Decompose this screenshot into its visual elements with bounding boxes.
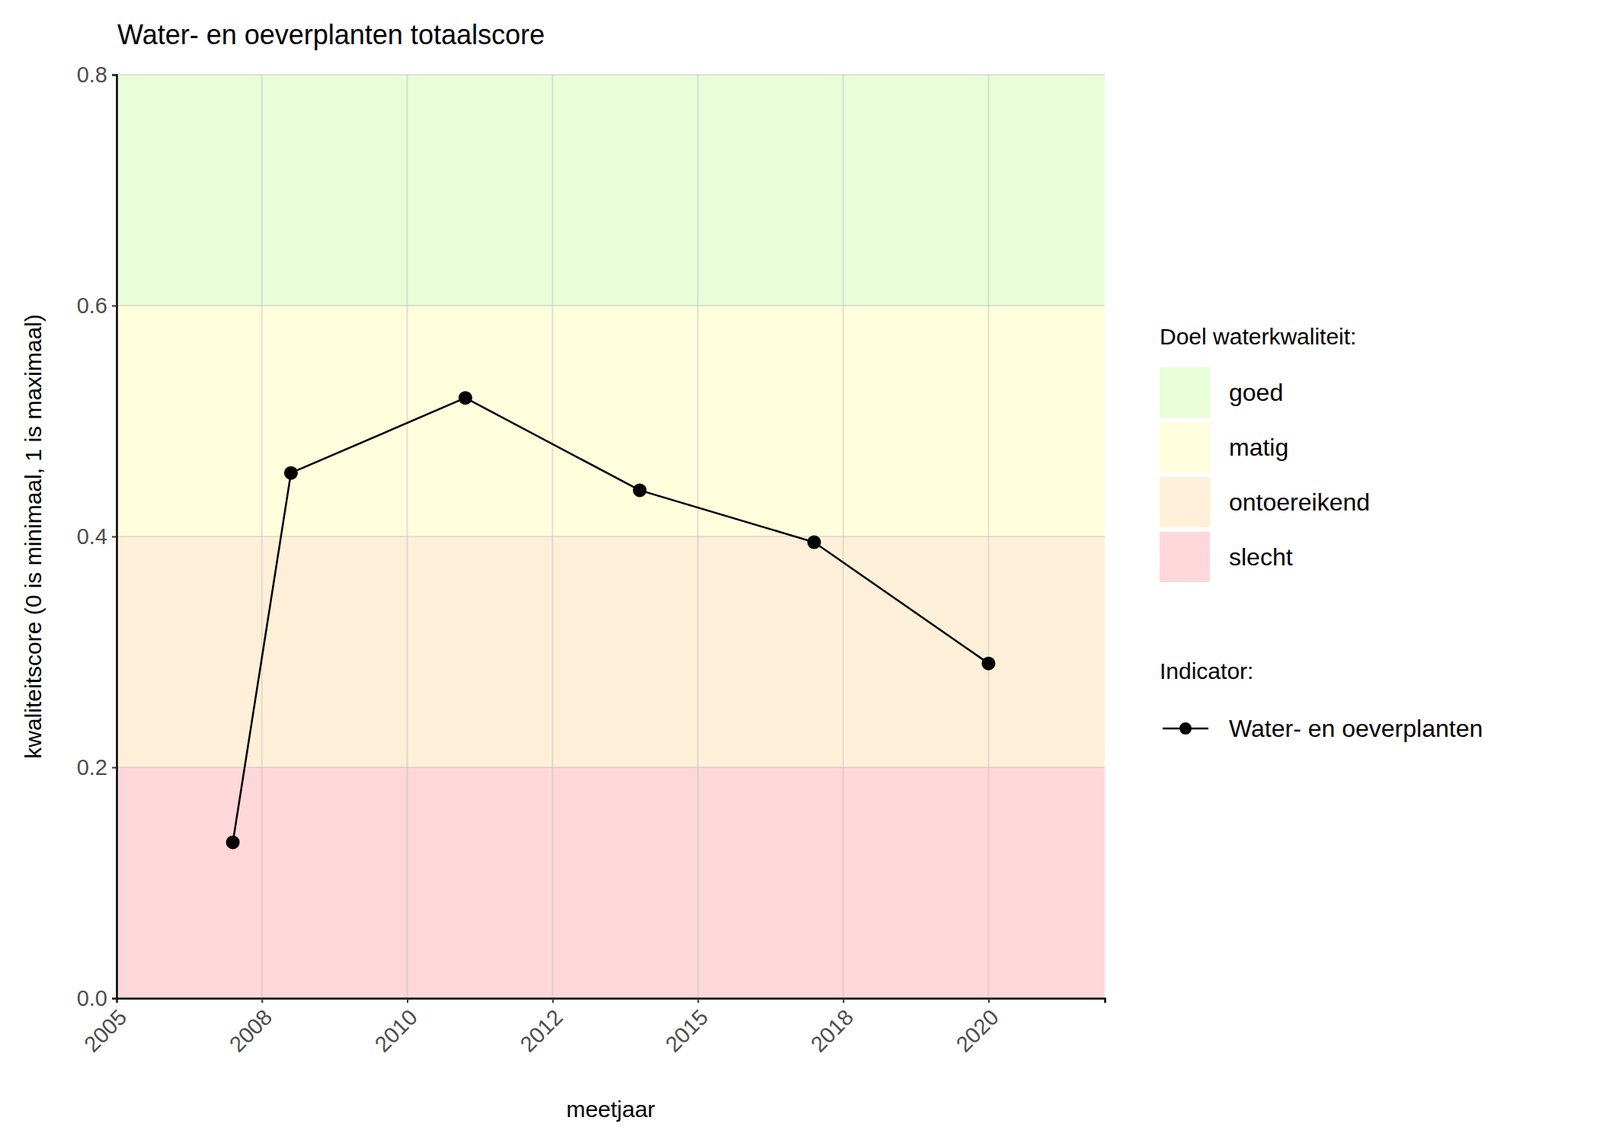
- grid-line: [551, 74, 554, 999]
- quality-band: [116, 536, 1105, 768]
- data-point: [807, 535, 822, 550]
- legend-label: goed: [1228, 378, 1284, 407]
- legend-label: slecht: [1228, 543, 1293, 571]
- y-tick-mark: [112, 536, 117, 538]
- x-tick-mark: [988, 998, 990, 1003]
- x-tick: 2015: [660, 998, 713, 1057]
- x-tick-label: 2012: [515, 1004, 567, 1057]
- legend-swatch: [1159, 531, 1210, 583]
- y-tick: 0.8: [76, 62, 117, 87]
- quality-band: [116, 305, 1105, 537]
- legend-title: Indicator:: [1159, 658, 1254, 684]
- y-tick-mark: [112, 767, 117, 769]
- grid-line: [261, 74, 263, 999]
- y-axis: 0.0 0.2 0.4 0.6 0.8: [76, 62, 118, 1011]
- grid-line: [116, 304, 1105, 307]
- legend: Doel waterkwaliteit: goed matig ontoereiken…: [1159, 323, 1483, 743]
- data-point: [981, 656, 996, 671]
- y-tick-label: 0.0: [76, 985, 108, 1011]
- grid-line: [116, 766, 1105, 768]
- grid-line: [987, 74, 989, 999]
- y-tick-label: 0.6: [76, 293, 108, 318]
- data-point: [284, 466, 298, 480]
- bands: [116, 74, 1105, 999]
- y-axis-line: [112, 75, 118, 999]
- grid-line: [116, 73, 1105, 76]
- legend-swatch: [1159, 367, 1210, 418]
- x-tick-label: 2020: [951, 1004, 1004, 1057]
- data-point: [226, 835, 240, 849]
- grid-line: [406, 74, 408, 999]
- legend-label: ontoereikend: [1228, 488, 1370, 516]
- x-tick-label: 2018: [806, 1004, 858, 1057]
- chart: 2005 2008 2010 2012 2015 2018 2020 0.0 0.2 0.4 0.6…: [0, 0, 1600, 1143]
- x-tick: 2018: [806, 998, 858, 1057]
- x-tick-label: 2005: [79, 1004, 132, 1057]
- x-tick: 2008: [224, 998, 277, 1057]
- y-tick: 0.0: [76, 985, 117, 1011]
- x-tick: 2010: [370, 998, 423, 1057]
- x-tick-label: 2008: [224, 1004, 277, 1057]
- x-tick-mark: [261, 998, 263, 1003]
- x-tick-mark: [842, 998, 845, 1003]
- y-tick-mark: [112, 305, 117, 308]
- grid-line: [697, 74, 699, 999]
- x-tick-mark: [552, 998, 554, 1003]
- x-tick-mark: [406, 998, 409, 1003]
- y-tick: 0.6: [76, 293, 117, 318]
- quality-band: [116, 74, 1105, 306]
- legend-title: Doel waterkwaliteit:: [1159, 323, 1357, 349]
- plot-data: [226, 390, 996, 849]
- x-tick-label: 2015: [660, 1004, 713, 1057]
- data-point: [458, 390, 473, 405]
- grid: [116, 74, 1105, 999]
- grid-line: [116, 535, 1105, 538]
- y-tick: 0.4: [76, 524, 117, 549]
- x-tick: 2012: [515, 998, 567, 1057]
- x-tick-label: 2010: [370, 1004, 423, 1057]
- x-axis: 2005 2008 2010 2012 2015 2018 2020: [79, 998, 1105, 1057]
- title: Water- en oeverplanten totaalscore: [117, 19, 545, 51]
- x-axis-title: meetjaar: [566, 1096, 656, 1122]
- y-tick-label: 0.8: [76, 62, 108, 87]
- y-tick-mark: [112, 998, 117, 1000]
- legend-marker: [1179, 722, 1192, 735]
- quality-band: [116, 767, 1105, 999]
- series-line: [233, 397, 989, 842]
- y-tick-label: 0.2: [76, 755, 108, 780]
- legend-swatch: [1159, 422, 1210, 473]
- y-tick-mark: [112, 74, 117, 77]
- y-axis-title: kwaliteitscore (0 is minimaal, 1 is maxi…: [20, 313, 46, 759]
- legend-label: matig: [1228, 433, 1289, 461]
- data-point: [633, 483, 647, 497]
- legend-swatch: [1159, 476, 1210, 528]
- x-tick: 2020: [951, 998, 1004, 1057]
- legend-label: Water- en oeverplanten: [1228, 714, 1483, 743]
- grid-line: [842, 74, 845, 999]
- y-tick-label: 0.4: [76, 524, 108, 549]
- x-axis-line: [117, 998, 1106, 1004]
- x-tick-mark: [697, 998, 699, 1003]
- y-tick: 0.2: [76, 755, 117, 780]
